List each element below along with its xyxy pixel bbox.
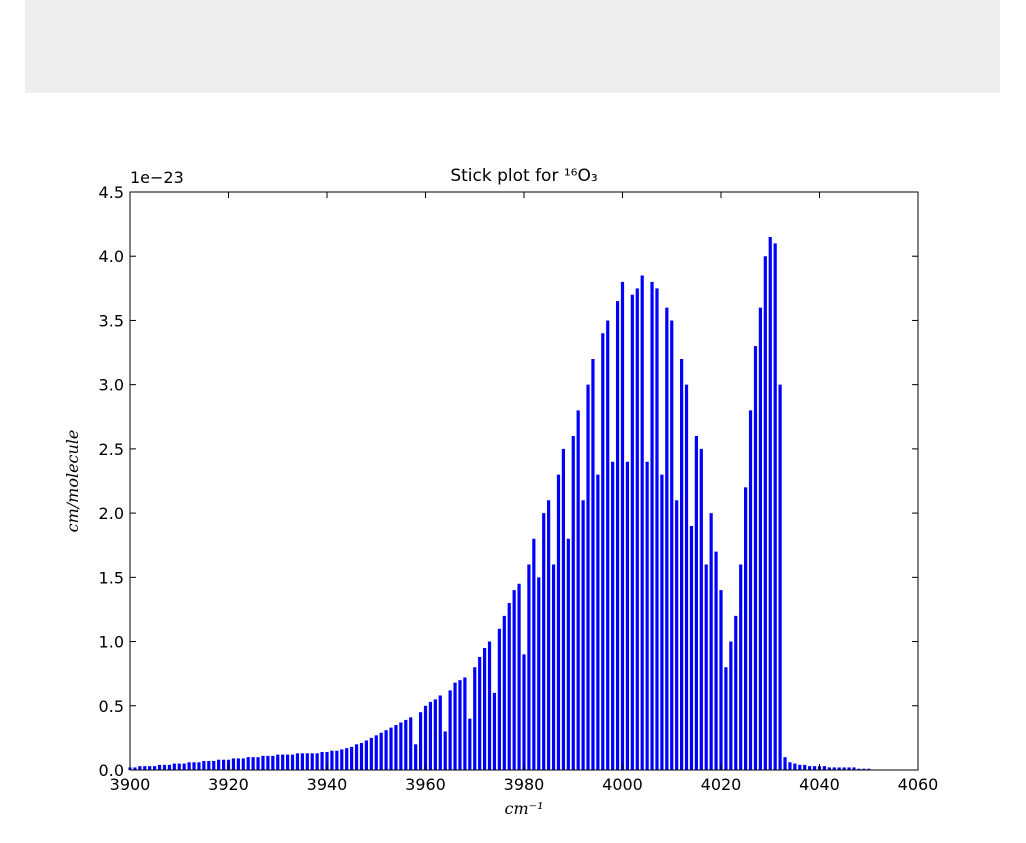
- y-tick-label: 1.5: [99, 568, 124, 587]
- y-tick-label: 2.5: [99, 440, 124, 459]
- y-tick-label: 1.0: [99, 633, 124, 652]
- y-tick-label: 0.0: [99, 761, 124, 780]
- x-tick-label: 4000: [602, 775, 643, 794]
- y-tick-label: 0.5: [99, 697, 124, 716]
- x-tick-label: 3960: [405, 775, 446, 794]
- x-axis-label: cm⁻¹: [505, 799, 544, 818]
- x-tick-label: 3980: [504, 775, 545, 794]
- x-tick-label: 3900: [110, 775, 151, 794]
- x-tick-label: 4040: [799, 775, 840, 794]
- y-tick-label: 2.0: [99, 504, 124, 523]
- chart-title: Stick plot for ¹⁶O₃: [450, 166, 597, 186]
- y-tick-label: 4.5: [99, 183, 124, 202]
- x-tick-label: 4060: [898, 775, 939, 794]
- y-axis-label: cm/molecule: [63, 430, 82, 533]
- banner: [25, 0, 1000, 93]
- x-tick-label: 3920: [208, 775, 249, 794]
- y-tick-label: 4.0: [99, 247, 124, 266]
- y-tick-label: 3.0: [99, 376, 124, 395]
- x-tick-label: 4020: [701, 775, 742, 794]
- y-offset-label: 1e−23: [130, 168, 184, 187]
- x-tick-label: 3940: [307, 775, 348, 794]
- y-tick-label: 3.5: [99, 311, 124, 330]
